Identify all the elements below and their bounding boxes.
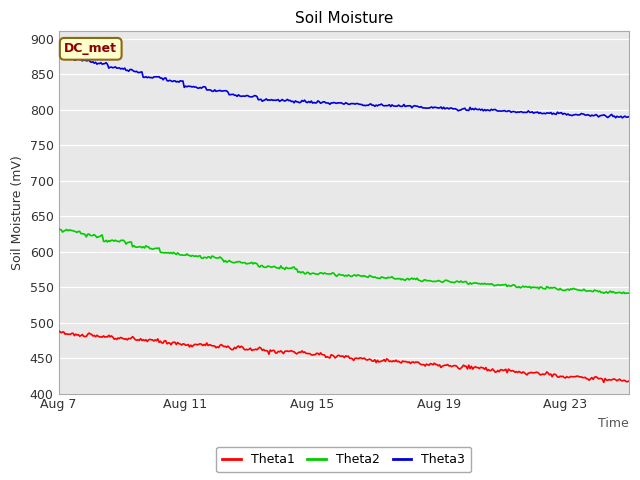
Y-axis label: Soil Moisture (mV): Soil Moisture (mV): [11, 155, 24, 270]
Text: DC_met: DC_met: [64, 42, 117, 55]
Title: Soil Moisture: Soil Moisture: [294, 11, 393, 26]
X-axis label: Time: Time: [598, 417, 629, 430]
Legend: Theta1, Theta2, Theta3: Theta1, Theta2, Theta3: [216, 447, 472, 472]
